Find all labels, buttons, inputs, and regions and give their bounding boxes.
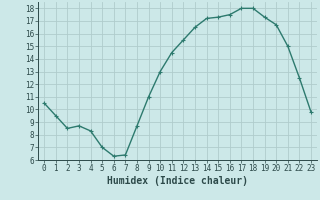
X-axis label: Humidex (Indice chaleur): Humidex (Indice chaleur) — [107, 176, 248, 186]
